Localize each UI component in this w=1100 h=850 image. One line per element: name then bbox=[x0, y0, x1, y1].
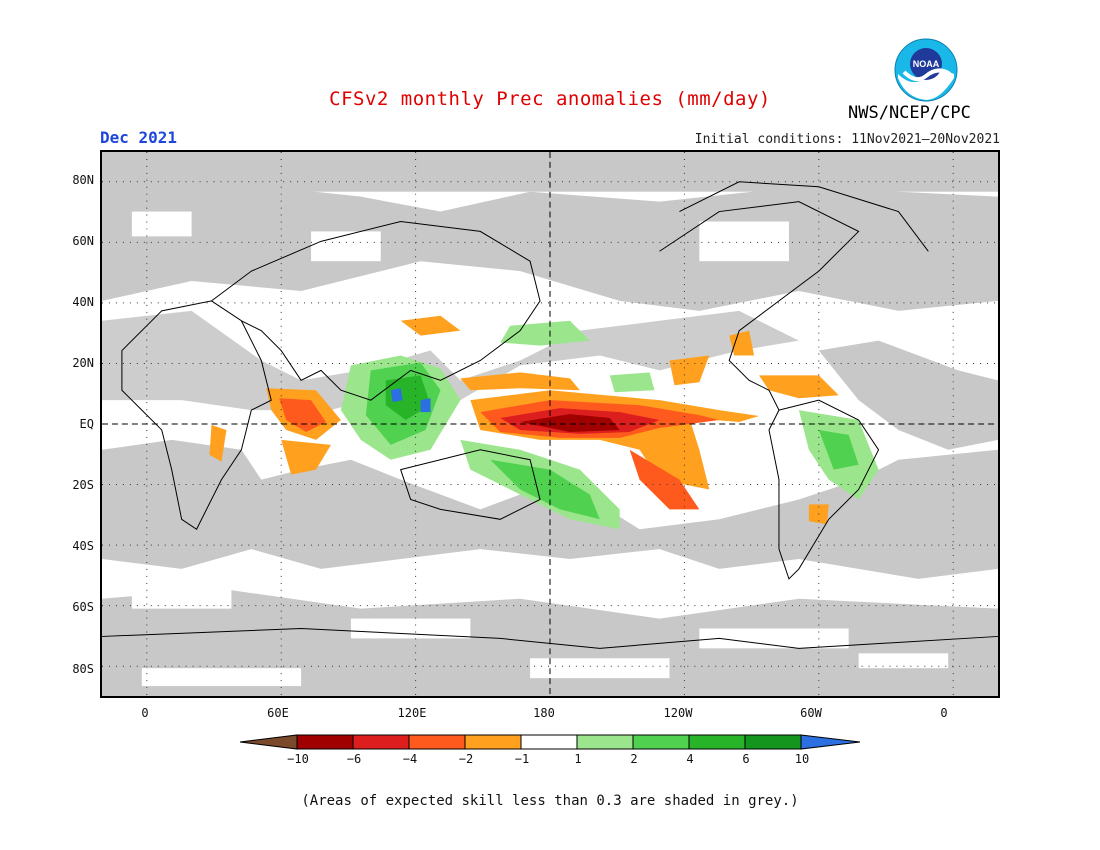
map-canvas bbox=[102, 152, 998, 696]
lon-label-120e: 120E bbox=[397, 706, 427, 720]
colorbar-label: −1 bbox=[514, 752, 530, 766]
colorbar-label: 2 bbox=[630, 752, 638, 766]
lat-label-80n: 80N bbox=[72, 173, 94, 187]
lon-label-60e: 60E bbox=[267, 706, 289, 720]
lat-label-20s: 20S bbox=[72, 478, 94, 492]
lon-label-0: 0 bbox=[141, 706, 149, 720]
colorbar-arrow-above bbox=[800, 734, 861, 750]
colorbar-label: −6 bbox=[346, 752, 362, 766]
lat-label-60s: 60S bbox=[72, 600, 94, 614]
white-patches bbox=[131, 211, 949, 687]
colorbar-label: −10 bbox=[287, 752, 309, 766]
lat-label-40n: 40N bbox=[72, 295, 94, 309]
skill-footnote: (Areas of expected skill less than 0.3 a… bbox=[301, 793, 799, 809]
noaa-logo: NOAA bbox=[894, 38, 958, 102]
lat-label-eq: EQ bbox=[79, 417, 94, 431]
colorbar-segment bbox=[744, 734, 802, 750]
lat-label-80s: 80S bbox=[72, 662, 94, 676]
colorbar-label: −2 bbox=[458, 752, 474, 766]
initial-conditions: Initial conditions: 11Nov2021—20Nov2021 bbox=[694, 132, 1000, 147]
colorbar-segment bbox=[408, 734, 466, 750]
lat-label-40s: 40S bbox=[72, 539, 94, 553]
lon-label-60w: 60W bbox=[800, 706, 822, 720]
noaa-logo-text: NOAA bbox=[913, 59, 940, 69]
colorbar-segment bbox=[688, 734, 746, 750]
colorbar-label: 4 bbox=[686, 752, 694, 766]
colorbar-segment bbox=[296, 734, 354, 750]
colorbar-segment bbox=[352, 734, 410, 750]
precip-anomaly-map bbox=[100, 150, 1000, 698]
colorbar-label: 10 bbox=[794, 752, 810, 766]
colorbar-segment bbox=[632, 734, 690, 750]
lon-label-0-east: 0 bbox=[940, 706, 948, 720]
coastlines bbox=[102, 181, 998, 649]
lat-label-60n: 60N bbox=[72, 234, 94, 248]
lat-label-20n: 20N bbox=[72, 356, 94, 370]
colorbar-segment bbox=[520, 734, 578, 750]
colorbar-segment bbox=[576, 734, 634, 750]
agency-label: NWS/NCEP/CPC bbox=[848, 103, 971, 123]
colorbar-label: 6 bbox=[742, 752, 750, 766]
colorbar bbox=[240, 734, 861, 750]
lon-label-180: 180 bbox=[533, 706, 555, 720]
chart-title: CFSv2 monthly Prec anomalies (mm/day) bbox=[329, 88, 771, 110]
forecast-month: Dec 2021 bbox=[100, 128, 178, 147]
colorbar-label: −4 bbox=[402, 752, 418, 766]
lon-label-120w: 120W bbox=[663, 706, 693, 720]
colorbar-segment bbox=[464, 734, 522, 750]
colorbar-arrow-below bbox=[240, 734, 298, 750]
graticule bbox=[102, 152, 998, 696]
colorbar-label: 1 bbox=[574, 752, 582, 766]
